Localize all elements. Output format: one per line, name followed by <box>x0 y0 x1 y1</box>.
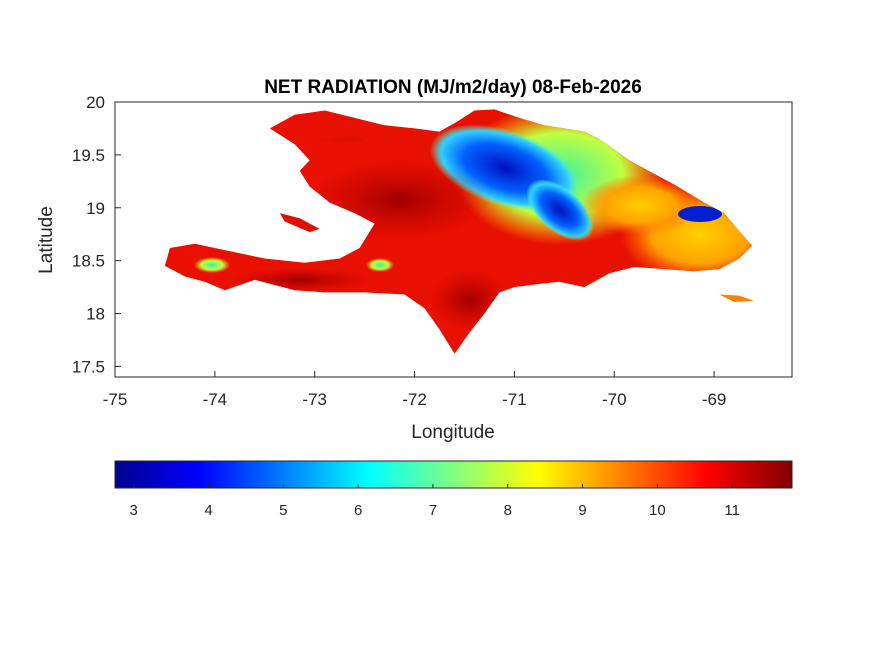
y-tick-label: 17.5 <box>72 357 105 376</box>
y-tick-label: 18.5 <box>72 252 105 271</box>
x-axis: -75 -74 -73 -72 -71 -70 -69 <box>103 371 727 409</box>
x-tick-label: -74 <box>203 390 228 409</box>
colorbar: 3 4 5 6 7 8 9 10 11 <box>114 460 793 519</box>
central-low-zone <box>526 179 594 241</box>
colorbar-tick-label: 8 <box>504 502 512 519</box>
x-tick-label: -71 <box>502 390 527 409</box>
colorbar-tick-label: 11 <box>724 502 740 519</box>
map-shading <box>194 109 753 330</box>
y-tick-label: 19.5 <box>72 146 105 165</box>
barahona-high-zone <box>430 270 510 330</box>
colorbar-tick-label: 6 <box>354 502 362 519</box>
colorbar-tick-label: 3 <box>130 502 138 519</box>
west-high-zone <box>310 160 490 240</box>
x-axis-label: Longitude <box>411 422 494 443</box>
x-tick-label: -69 <box>702 390 727 409</box>
colorbar-tick-label: 7 <box>429 502 437 519</box>
gonave-island <box>279 213 320 233</box>
x-tick-label: -75 <box>103 390 128 409</box>
colorbar-tick-label: 4 <box>204 502 212 519</box>
colorbar-tick-label: 9 <box>578 502 586 519</box>
net-radiation-map <box>164 109 755 354</box>
tortuga-island <box>319 135 365 144</box>
y-tick-label: 20 <box>86 93 105 112</box>
axes-frame <box>114 101 793 378</box>
colorbar-ticks: 3 4 5 6 7 8 9 10 11 <box>130 484 740 519</box>
y-tick-label: 19 <box>86 199 105 218</box>
northeast-yellow-zone <box>580 175 700 235</box>
chart-title: NET RADIATION (MJ/m2/day) 08-Feb-2026 <box>264 77 642 98</box>
y-axis-label: Latitude <box>36 206 57 274</box>
colorbar-scale <box>114 460 793 489</box>
south-green-zone <box>366 258 394 272</box>
southwest-green-zone <box>194 257 230 273</box>
saona-island <box>719 294 755 302</box>
y-axis: 17.5 18 18.5 19 19.5 20 <box>72 93 121 376</box>
x-tick-label: -72 <box>402 390 427 409</box>
samana-low-zone <box>678 206 722 222</box>
y-tick-label: 18 <box>86 305 105 324</box>
colorbar-tick-label: 5 <box>279 502 287 519</box>
x-tick-label: -70 <box>602 390 627 409</box>
x-tick-label: -73 <box>302 390 327 409</box>
colorbar-tick-label: 10 <box>649 502 666 519</box>
southern-peninsula-high-zone <box>230 268 370 292</box>
